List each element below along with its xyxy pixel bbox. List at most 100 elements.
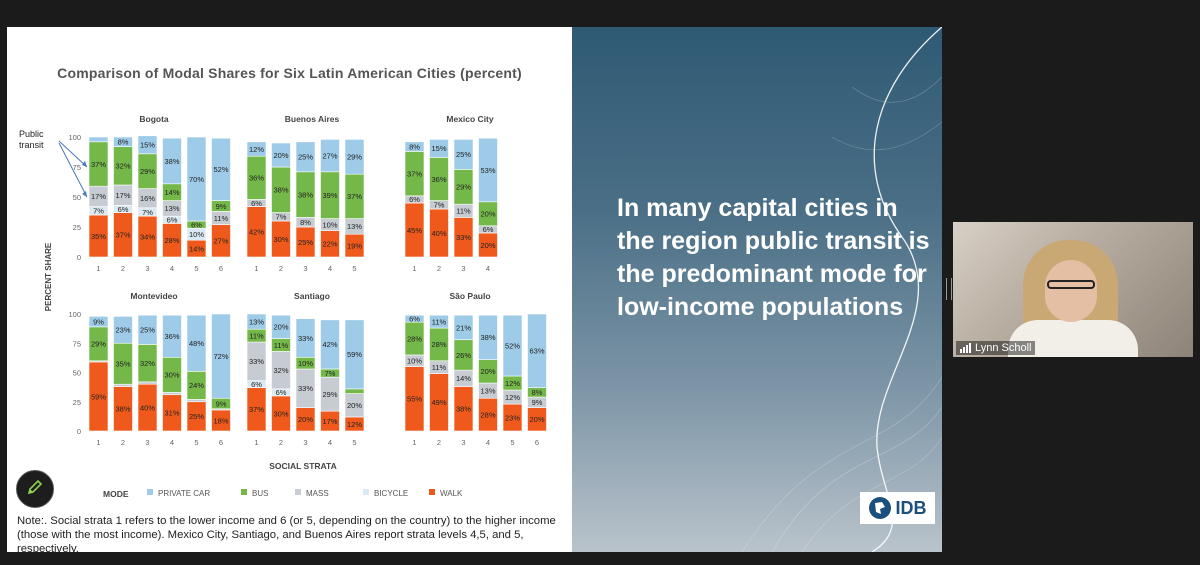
data-label: 63%	[529, 347, 544, 356]
annotation-text: transit	[19, 140, 44, 150]
bar-segment-private-car	[502, 314, 523, 377]
panel-title: Bogota	[139, 114, 169, 124]
data-label: 35%	[115, 360, 130, 369]
bar-segment-private-car	[429, 314, 449, 329]
annotation-arrow	[58, 142, 88, 198]
x-tick-label: 5	[352, 438, 356, 447]
bar-segment-private-car	[429, 139, 449, 158]
y-tick-label: 50	[73, 193, 81, 202]
data-label: 38%	[115, 405, 130, 414]
data-label: 11%	[456, 207, 471, 216]
data-label: 12%	[347, 420, 362, 429]
data-label: 19%	[347, 241, 362, 250]
data-label: 35%	[91, 232, 106, 241]
x-tick-label: 3	[461, 438, 465, 447]
data-label: 40%	[431, 229, 446, 238]
data-label: 23%	[505, 413, 520, 422]
data-label: 6%	[483, 225, 494, 234]
x-tick-label: 6	[219, 264, 223, 273]
data-label: 59%	[91, 392, 106, 401]
legend-label: WALK	[440, 489, 463, 498]
panel-title: Buenos Aires	[285, 114, 340, 124]
data-label: 38%	[298, 190, 313, 199]
data-label: 34%	[140, 232, 155, 241]
data-label: 37%	[347, 192, 362, 201]
bar-segment-mass	[113, 383, 133, 387]
data-label: 20%	[347, 401, 362, 410]
data-label: 48%	[189, 339, 204, 348]
legend-swatch	[241, 489, 247, 495]
data-label: 8%	[118, 138, 129, 147]
participant-name: Lynn Scholl	[975, 342, 1032, 354]
data-label: 11%	[432, 317, 447, 326]
data-label: 17%	[322, 417, 337, 426]
data-label: 49%	[431, 398, 446, 407]
bar-segment-mass	[186, 399, 207, 403]
data-label: 29%	[347, 153, 362, 162]
webcam-tile[interactable]: Lynn Scholl	[953, 222, 1193, 357]
data-label: 9%	[532, 398, 543, 407]
x-tick-label: 3	[303, 438, 307, 447]
bar-segment-private-car	[478, 314, 498, 360]
bar-segment-private-car	[186, 136, 207, 222]
bar-segment-private-car	[88, 136, 109, 143]
data-label: 30%	[164, 371, 179, 380]
data-label: 12%	[505, 393, 520, 402]
data-label: 30%	[273, 235, 288, 244]
data-label: 39%	[322, 191, 337, 200]
data-label: 16%	[140, 194, 155, 203]
data-label: 20%	[273, 323, 288, 332]
data-label: 40%	[140, 403, 155, 412]
legend-label: BUS	[252, 489, 268, 498]
bar-segment-private-car	[246, 141, 267, 157]
bar-segment-private-car	[246, 313, 267, 330]
data-label: 53%	[480, 166, 495, 175]
x-tick-label: 2	[437, 264, 441, 273]
data-label: 38%	[273, 186, 288, 195]
bar-segment-private-car	[271, 314, 291, 339]
annotate-button[interactable]	[16, 470, 54, 508]
data-label: 55%	[407, 395, 422, 404]
data-label: 13%	[480, 386, 495, 395]
x-tick-label: 1	[96, 438, 100, 447]
data-label: 12%	[505, 379, 520, 388]
y-axis-title: PERCENT SHARE	[44, 242, 53, 311]
data-label: 7%	[276, 213, 287, 222]
data-label: 20%	[480, 241, 495, 250]
y-tick-label: 25	[73, 398, 81, 407]
y-tick-label: 75	[73, 339, 81, 348]
data-label: 42%	[322, 340, 337, 349]
data-label: 14%	[189, 244, 204, 253]
data-label: 25%	[456, 150, 471, 159]
x-tick-label: 3	[461, 264, 465, 273]
data-label: 13%	[347, 222, 362, 231]
panel-resize-handle[interactable]	[946, 278, 952, 300]
annotation-arrowhead	[82, 161, 87, 167]
x-tick-label: 4	[328, 264, 332, 273]
data-label: 7%	[325, 369, 336, 378]
idb-logo: IDB	[860, 492, 935, 524]
data-label: 52%	[505, 341, 520, 350]
data-label: 18%	[213, 416, 228, 425]
bar-segment-private-car	[295, 318, 316, 358]
bar-segment-private-car	[137, 314, 158, 345]
chart-area: Bogota025507510035%7%17%37%137%6%17%32%8…	[19, 114, 547, 499]
data-label: 72%	[213, 352, 228, 361]
y-tick-label: 50	[73, 369, 81, 378]
data-label: 15%	[431, 144, 446, 153]
data-label: 24%	[189, 381, 204, 390]
data-label: 21%	[456, 323, 471, 332]
data-label: 15%	[140, 141, 155, 150]
y-tick-label: 75	[73, 163, 81, 172]
bar-segment-mass	[137, 381, 158, 385]
bar-segment-private-car	[162, 137, 182, 185]
x-axis-title: SOCIAL STRATA	[269, 461, 337, 471]
x-tick-label: 6	[219, 438, 223, 447]
pencil-icon	[26, 478, 44, 501]
x-tick-label: 2	[279, 264, 283, 273]
x-tick-label: 5	[510, 438, 514, 447]
data-label: 38%	[164, 157, 179, 166]
x-tick-label: 4	[328, 438, 332, 447]
legend-label: MASS	[306, 489, 329, 498]
participant-glasses	[1047, 280, 1095, 289]
